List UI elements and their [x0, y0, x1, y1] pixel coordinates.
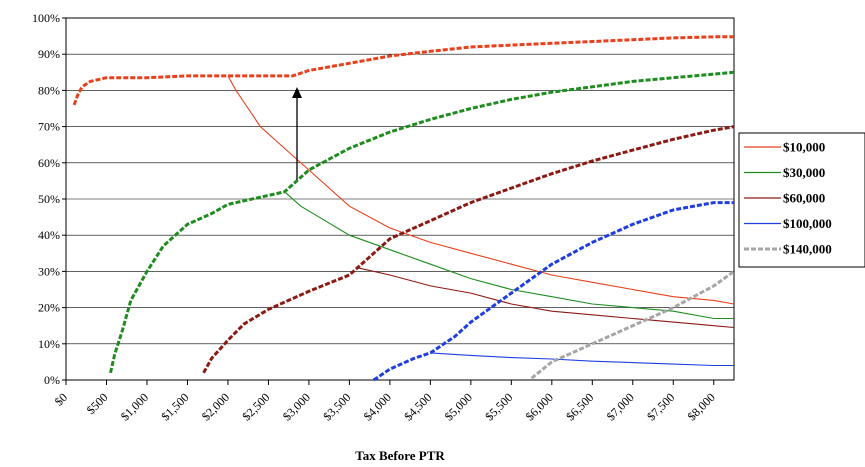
legend: $10,000 $30,000 $60,000 $100,000 $140,000: [738, 132, 865, 268]
y-tick-label: 10%: [38, 337, 60, 351]
x-tick-label: $6,000: [523, 390, 556, 423]
y-tick-label: 50%: [38, 192, 60, 206]
series-dashed-line-3: [372, 201, 734, 382]
legend-label: $60,000: [783, 191, 825, 206]
series-line-3: [430, 352, 734, 367]
y-tick-label: 100%: [32, 11, 60, 25]
x-tick-label: $4,000: [361, 390, 394, 423]
x-tick-label: $6,500: [563, 390, 596, 423]
legend-label: $30,000: [783, 165, 825, 180]
x-tick-label: $500: [84, 390, 111, 417]
series-line-2: [357, 267, 735, 329]
legend-label: $100,000: [783, 216, 832, 231]
y-tick-label: 70%: [38, 120, 60, 134]
legend-box: [738, 132, 865, 268]
series-dashed-line-1: [109, 70, 735, 374]
legend-label: $140,000: [783, 242, 832, 257]
x-tick-label: $8,000: [685, 390, 718, 423]
x-tick-label: $5,000: [442, 390, 475, 423]
series-dashed-line-4: [530, 270, 735, 380]
x-tick-label: $7,000: [604, 390, 637, 423]
grid-lines: [66, 53, 734, 345]
x-tick-label: $1,000: [118, 390, 151, 423]
series-dashed-line-0: [72, 35, 734, 106]
y-tick-label: 60%: [38, 156, 60, 170]
x-tick-label: $2,500: [239, 390, 272, 423]
y-axis-ticks: 0% 10% 20% 30% 40% 50% 60% 70% 80% 90% 100%: [32, 11, 66, 387]
x-tick-label: $7,500: [644, 390, 677, 423]
y-tick-label: 20%: [38, 301, 60, 315]
y-tick-label: 0%: [44, 373, 60, 387]
x-tick-label: $3,000: [280, 390, 313, 423]
annotation-arrow: [292, 87, 302, 180]
y-tick-label: 80%: [38, 83, 60, 97]
x-tick-label: $1,500: [158, 390, 191, 423]
x-tick-label: $3,500: [320, 390, 353, 423]
x-axis-title: Tax Before PTR: [355, 448, 445, 463]
x-tick-label: $5,500: [482, 390, 515, 423]
x-axis-ticks: $0 $500 $1,000 $1,500 $2,000 $2,500 $3,000 $3,5…: [52, 380, 718, 423]
series-line-0: [227, 75, 735, 305]
y-tick-label: 90%: [38, 47, 60, 61]
series-lines: [72, 35, 735, 382]
x-tick-label: $0: [52, 390, 70, 408]
x-tick-label: $4,500: [401, 390, 434, 423]
x-tick-label: $2,000: [199, 390, 232, 423]
legend-label: $10,000: [783, 140, 825, 155]
series-dashed-line-2: [202, 125, 735, 374]
y-tick-label: 40%: [38, 228, 60, 242]
y-tick-label: 30%: [38, 264, 60, 278]
